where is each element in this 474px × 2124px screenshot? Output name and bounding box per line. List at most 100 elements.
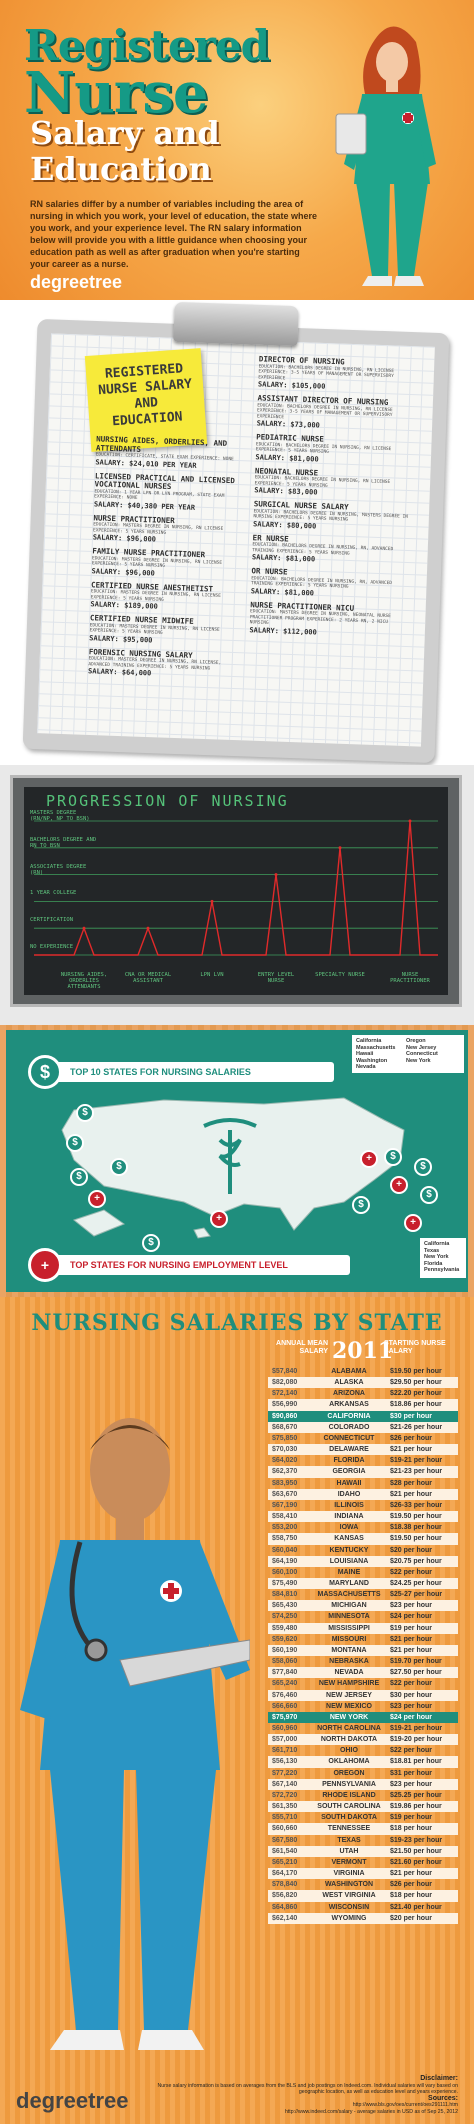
starting-salary-cell: $18 per hour: [390, 1825, 433, 1833]
disclaimer: Disclaimer: Nurse salary information is …: [140, 2075, 458, 2115]
state-cell: SOUTH DAKOTA: [321, 1814, 377, 1822]
state-cell: DELAWARE: [329, 1446, 369, 1454]
state-name: California: [424, 1241, 450, 1247]
state-name: Oregon: [406, 1038, 426, 1044]
mean-salary-cell: $78,840: [272, 1881, 298, 1889]
state-cell: NEW JERSEY: [326, 1691, 372, 1699]
dollar-pin-icon: $: [352, 1196, 370, 1214]
state-cell: UTAH: [339, 1847, 359, 1855]
table-row: $61,350 SOUTH CAROLINA $19.86 per hour: [268, 1801, 458, 1813]
mean-salary-cell: $57,840: [272, 1368, 298, 1375]
table-row: $60,040 KENTUCKY $20 per hour: [268, 1545, 458, 1556]
table-row: $59,480 MISSISSIPPI $19 per hour: [268, 1622, 458, 1634]
chalkboard: [24, 787, 448, 995]
y-axis-label: CERTIFICATION: [30, 917, 74, 924]
state-cell: MARYLAND: [329, 1579, 369, 1587]
sources-title: Sources:: [428, 2094, 458, 2102]
x-axis-label: NURSING AIDES, ORDERLIES ATTENDANTS: [60, 972, 108, 990]
mean-salary-cell: $64,190: [272, 1557, 298, 1565]
state-name: New York: [424, 1254, 449, 1260]
y-axis-label: NO EXPERIENCE: [30, 944, 74, 950]
disclaimer-text: Nurse salary information is based on ave…: [157, 2082, 458, 2096]
progression-title: PROGRESSION OF NURSING: [46, 792, 289, 810]
mean-salary-cell: $82,080: [272, 1379, 298, 1387]
disclaimer-title: Disclaimer:: [420, 2075, 458, 2082]
starting-salary-cell: $20 per hour: [390, 1546, 433, 1554]
mean-salary-cell: $70,030: [272, 1446, 298, 1454]
mean-salary-cell: $74,250: [272, 1613, 298, 1621]
state-name: Nevada: [356, 1064, 376, 1070]
table-row: $67,190 ILLINOIS $26-33 per hour: [268, 1500, 458, 1511]
clipboard-clamp: [173, 301, 299, 347]
state-cell: ILLINOIS: [334, 1501, 364, 1509]
y-axis-label: MASTERS DEGREE (RN/NP, NP TO BSN): [30, 810, 90, 822]
starting-salary-cell: $21.60 per hour: [390, 1858, 442, 1866]
mean-salary-cell: $64,020: [272, 1457, 298, 1465]
state-cell: VERMONT: [331, 1858, 367, 1866]
mean-salary-cell: $60,960: [272, 1725, 298, 1732]
mean-salary-cell: $56,820: [272, 1892, 298, 1900]
state-cell: NEVADA: [334, 1669, 364, 1677]
starting-salary-cell: $22 per hour: [390, 1568, 433, 1576]
nurse-pin-icon: +: [88, 1190, 106, 1208]
table-row: $72,140 ARIZONA $22.20 per hour: [268, 1388, 458, 1399]
top10-states-col2: Oregon New Jersey Connecticut New York: [406, 1038, 456, 1064]
starting-salary-cell: $19.70 per hour: [390, 1658, 442, 1666]
progression-chart: [34, 819, 438, 956]
job-entry: OR NURSE EDUCATION: BACHELORS DEGREE IN N…: [251, 566, 408, 601]
job-entry: CERTIFIED NURSE MIDWIFE EDUCATION: MASTER…: [89, 613, 244, 648]
mean-salary-cell: $56,990: [272, 1401, 298, 1409]
source-link-2[interactable]: http://www.indeed.com/salary - average s…: [284, 2108, 458, 2115]
mean-salary-cell: $58,060: [272, 1658, 298, 1666]
starting-salary-cell: $25-27 per hour: [390, 1591, 443, 1599]
state-cell: FLORIDA: [333, 1457, 365, 1465]
mean-salary-cell: $65,210: [272, 1858, 298, 1866]
state-cell: KANSAS: [334, 1535, 364, 1543]
starting-salary-cell: $24 per hour: [390, 1713, 433, 1721]
starting-salary-cell: $30 per hour: [390, 1412, 433, 1420]
starting-salary-cell: $18.38 per hour: [390, 1524, 442, 1532]
employment-states-box: California Texas New York Florida Pennsylvan…: [420, 1238, 466, 1278]
table-row: $53,200 IOWA $18.38 per hour: [268, 1522, 458, 1533]
salary-table: $57,840 ALABAMA $19.50 per hour $82,080 ALAS…: [268, 1366, 458, 1924]
table-row: $75,850 CONNECTICUT $26 per hour: [268, 1433, 458, 1444]
starting-salary-cell: $20 per hour: [390, 1914, 433, 1922]
starting-salary-cell: $21 per hour: [390, 1446, 433, 1454]
mean-salary-cell: $72,140: [272, 1390, 298, 1398]
state-cell: PENNSYLVANIA: [322, 1780, 376, 1788]
state-name: Massachusetts: [356, 1044, 396, 1051]
state-cell: NEW MEXICO: [326, 1702, 372, 1710]
starting-salary-cell: $19-23 per hour: [390, 1836, 443, 1844]
nurse-pin-icon: +: [390, 1176, 408, 1194]
table-row: $64,860 WISCONSIN $21.40 per hour: [268, 1902, 458, 1913]
starting-salary-cell: $19 per hour: [390, 1624, 433, 1632]
dollar-pin-icon: $: [76, 1104, 94, 1122]
starting-salary-cell: $28 per hour: [390, 1479, 433, 1487]
mean-salary-cell: $75,850: [272, 1434, 298, 1442]
nurse-cap-icon: +: [28, 1248, 62, 1282]
y-axis-label: ASSOCIATES DEGREE (RN): [30, 863, 87, 876]
starting-salary-cell: $25.25 per hour: [390, 1791, 442, 1799]
starting-salary-cell: $31 per hour: [390, 1769, 433, 1777]
nurse-pin-icon: +: [404, 1214, 422, 1232]
state-cell: NORTH CAROLINA: [317, 1725, 381, 1732]
table-row: $68,670 COLORADO $21-26 per hour: [268, 1421, 458, 1433]
starting-salary-cell: $24 per hour: [390, 1613, 433, 1621]
state-cell: OHIO: [340, 1747, 358, 1755]
state-cell: VIRGINIA: [333, 1870, 365, 1878]
starting-salary-cell: $23 per hour: [390, 1780, 433, 1788]
mean-salary-cell: $65,430: [272, 1602, 298, 1610]
starting-salary-cell: $20.75 per hour: [390, 1557, 442, 1565]
starting-salary-cell: $23 per hour: [390, 1702, 433, 1710]
job-entry: NURSE PRACTITIONER EDUCATION: MASTERS DEG…: [93, 513, 248, 548]
table-row: $75,490 MARYLAND $24.25 per hour: [268, 1577, 458, 1590]
x-axis-label: SPECIALTY NURSE: [315, 972, 365, 978]
dollar-pin-icon: $: [142, 1234, 160, 1252]
table-row: $60,100 MAINE $22 per hour: [268, 1567, 458, 1578]
state-cell: RHODE ISLAND: [322, 1791, 376, 1799]
source-link-1[interactable]: http://www.bls.gov/oes/current/oes291111…: [352, 2102, 458, 2108]
state-cell: WEST VIRGINIA: [322, 1892, 376, 1900]
state-name: New Jersey: [406, 1044, 437, 1051]
salaries-title: NURSING SALARIES BY STATE: [31, 1310, 443, 1336]
starting-salary-cell: $21 per hour: [390, 1635, 433, 1643]
